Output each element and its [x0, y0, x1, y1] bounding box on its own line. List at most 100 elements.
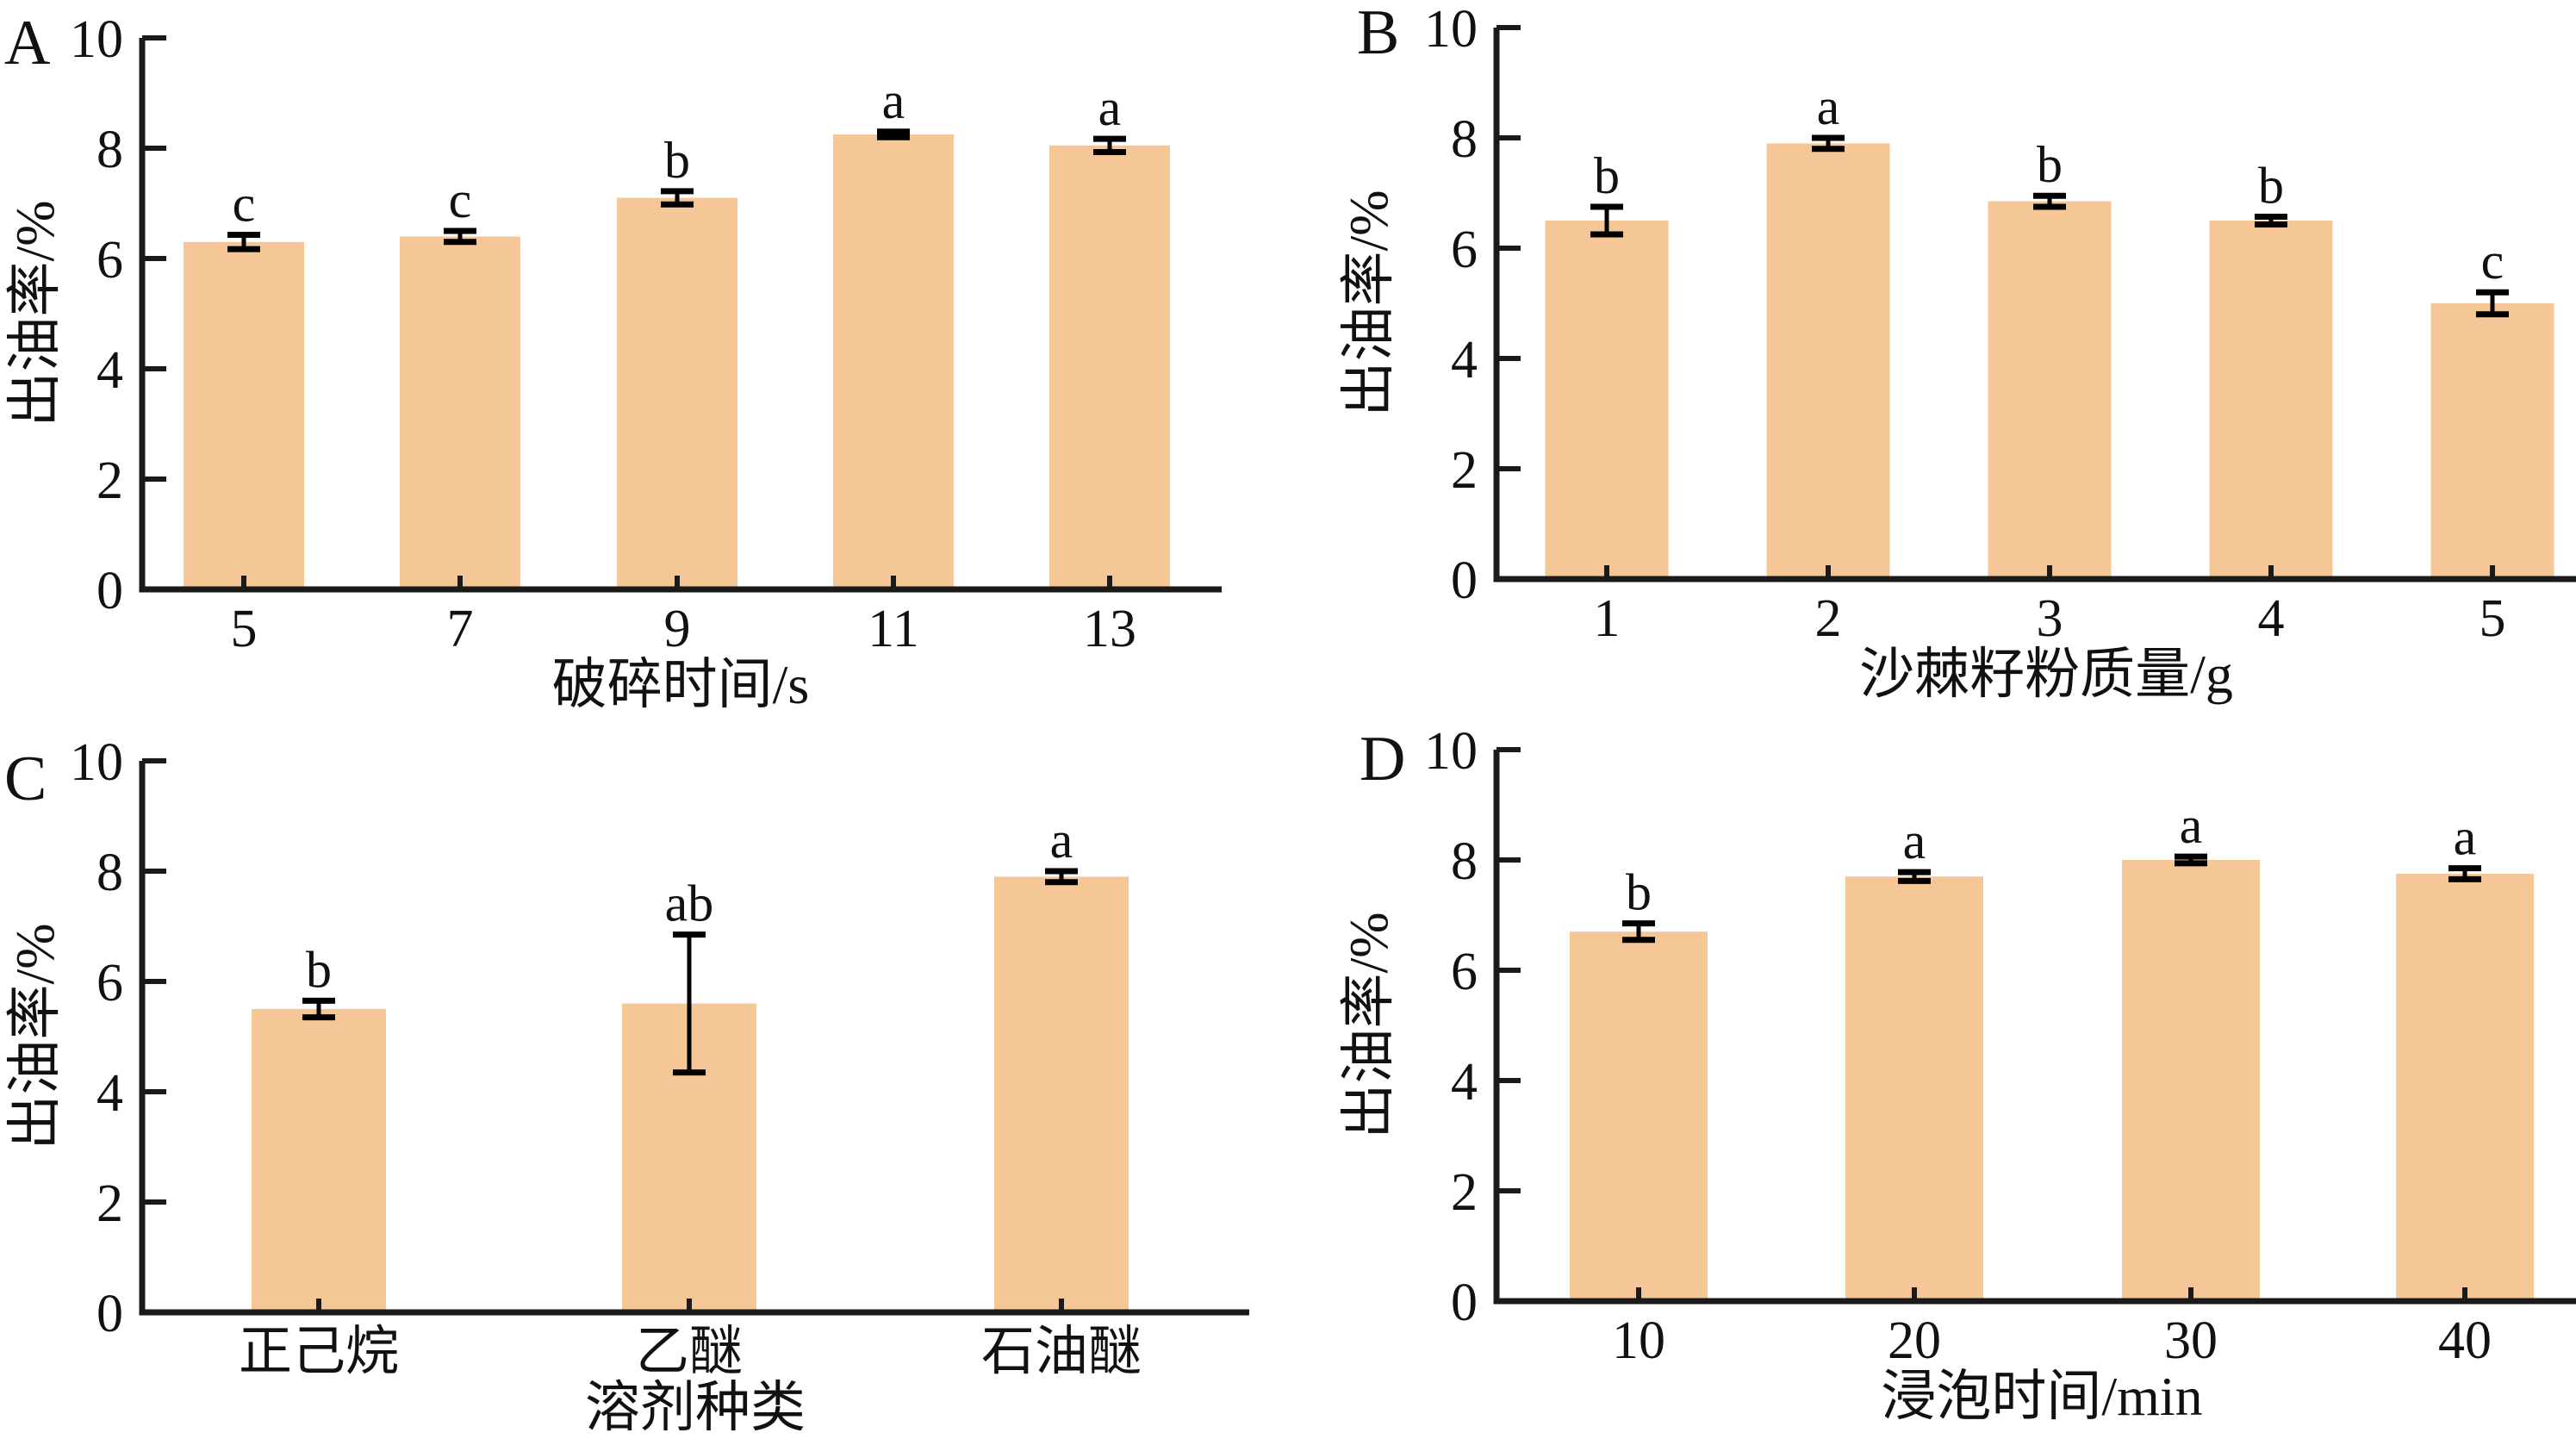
panel-C-x-label-石油醚: 石油醚 — [981, 1323, 1142, 1381]
panel-B-y-label-0: 0 — [1451, 551, 1478, 610]
panel-A-y-axis-title: 出油率/% — [4, 200, 65, 427]
panel-B-bar-4 — [2209, 221, 2333, 579]
panel-B-bar-3 — [1988, 201, 2112, 579]
panel-A-sig-letter-11: a — [882, 72, 905, 129]
panel-D-x-label-10: 10 — [1612, 1311, 1665, 1370]
panel-D-sig-letter-30: a — [2180, 797, 2203, 854]
panel-B-bar-2 — [1766, 143, 1890, 579]
panel-A-x-label-13: 13 — [1083, 600, 1136, 658]
panel-A: 0 2 4 6 8 10 5 7 9 11 13 c c b a a 破碎时间/s 出油率/% A — [4, 8, 1222, 715]
panel-B-sig-letter-4: b — [2258, 158, 2284, 215]
panel-A-sig-letter-9: b — [664, 132, 690, 189]
panel-C-errorbar-石油醚 — [1045, 868, 1078, 886]
panel-B-bar-5 — [2430, 303, 2554, 579]
panel-D-y-axis-title: 出油率/% — [1338, 912, 1399, 1138]
panel-B-x-label-4: 4 — [2258, 589, 2285, 648]
panel-A-errorbar-5 — [227, 231, 260, 252]
panel-B-x-label-2: 2 — [1815, 589, 1842, 648]
panel-C-y-label-8: 8 — [96, 844, 123, 902]
panel-D-bar-20 — [1845, 876, 1983, 1301]
panel-B-errorbar-5 — [2476, 289, 2509, 318]
panel-B-x-axis-title: 沙棘籽粉质量/g — [1859, 644, 2233, 705]
panel-D-errorbar-30 — [2175, 853, 2207, 867]
panel-D-errorbar-10 — [1622, 920, 1655, 944]
panel-C-y-axis-title: 出油率/% — [4, 923, 65, 1149]
panel-B-y-label-2: 2 — [1451, 441, 1478, 500]
panel-B-sig-letter-5: c — [2481, 233, 2504, 290]
panel-D-y-label-8: 8 — [1451, 832, 1478, 891]
panel-B-y-label-10: 10 — [1424, 0, 1478, 59]
panel-C-y-label-10: 10 — [70, 733, 123, 792]
panel-A-x-axis-title: 破碎时间/s — [552, 654, 810, 715]
panel-A-y-label-6: 6 — [96, 231, 123, 290]
panel-C-x-label-正己烷: 正己烷 — [239, 1323, 399, 1381]
panel-A-bar-13 — [1049, 145, 1170, 590]
panel-C-bar-正己烷 — [252, 1009, 386, 1312]
panel-A-bar-11 — [833, 134, 954, 589]
panel-A-bar-9 — [617, 197, 737, 589]
panel-B-letter: B — [1357, 0, 1399, 68]
panel-D-y-label-4: 4 — [1451, 1053, 1478, 1112]
panel-A-errorbar-13 — [1093, 135, 1126, 155]
panel-B-y-label-4: 4 — [1451, 331, 1478, 389]
panel-B-errorbar-1 — [1590, 203, 1623, 238]
panel-B-y-label-8: 8 — [1451, 110, 1478, 169]
panel-D-sig-letter-10: b — [1626, 864, 1652, 921]
panel-A-y-label-2: 2 — [96, 452, 123, 510]
panel-C-bar-石油醚 — [994, 876, 1129, 1312]
panel-A-x-label-9: 9 — [664, 600, 691, 658]
panel-B-x-label-3: 3 — [2037, 589, 2063, 648]
panel-A-sig-letter-5: c — [233, 175, 256, 232]
panel-A-bar-7 — [400, 236, 520, 589]
panel-C-y-label-0: 0 — [96, 1285, 123, 1343]
panel-D-y-label-6: 6 — [1451, 943, 1478, 1001]
panel-C-sig-letter-正己烷: b — [306, 941, 332, 998]
panel-B-bar-1 — [1545, 221, 1669, 579]
panel-D-x-axis-title: 浸泡时间/min — [1881, 1366, 2202, 1427]
panel-D-letter: D — [1360, 724, 1405, 794]
panel-B-errorbar-4 — [2255, 214, 2287, 227]
panel-B-x-label-1: 1 — [1594, 589, 1621, 648]
panel-C-x-label-乙醚: 乙醚 — [636, 1323, 743, 1381]
panel-B-sig-letter-3: b — [2037, 136, 2063, 193]
panel-D: 0 2 4 6 8 10 10 20 30 40 b a a a 浸泡时间/min 出油率/% D — [1338, 722, 2576, 1427]
panel-C: 0 2 4 6 8 10 正己烷 乙醚 石油醚 b ab a 溶剂种类 出油率/% C — [4, 733, 1249, 1438]
panel-B-sig-letter-2: a — [1817, 78, 1840, 135]
panel-D-y-label-0: 0 — [1451, 1274, 1478, 1332]
panel-A-letter: A — [4, 8, 50, 78]
panel-B-sig-letter-1: b — [1594, 147, 1620, 204]
panel-C-errorbar-正己烷 — [302, 997, 335, 1021]
panel-A-sig-letter-7: c — [449, 171, 472, 228]
panel-A-errorbar-7 — [444, 227, 476, 246]
panel-A-y-label-0: 0 — [96, 562, 123, 620]
panel-A-x-label-7: 7 — [447, 600, 474, 658]
panel-D-x-label-30: 30 — [2164, 1311, 2218, 1370]
panel-D-bar-10 — [1570, 931, 1708, 1301]
panel-A-y-label-4: 4 — [96, 341, 123, 400]
panel-D-sig-letter-20: a — [1903, 813, 1926, 869]
panel-A-y-label-8: 8 — [96, 121, 123, 179]
panel-A-sig-letter-13: a — [1098, 79, 1122, 136]
panel-A-bar-5 — [184, 241, 304, 589]
panel-D-bar-30 — [2122, 860, 2260, 1301]
panel-B-x-label-5: 5 — [2480, 589, 2506, 648]
panel-A-errorbar-9 — [661, 188, 694, 208]
panel-C-y-label-6: 6 — [96, 954, 123, 1012]
panel-B-errorbar-3 — [2033, 192, 2066, 210]
panel-D-errorbar-40 — [2448, 865, 2481, 882]
panel-B-y-axis-title: 出油率/% — [1338, 190, 1399, 416]
panel-D-x-label-40: 40 — [2438, 1311, 2492, 1370]
panel-D-x-label-20: 20 — [1888, 1311, 1941, 1370]
panel-D-y-label-10: 10 — [1424, 722, 1478, 781]
panel-A-errorbar-11 — [877, 128, 910, 140]
panel-C-sig-letter-石油醚: a — [1050, 812, 1073, 869]
panel-C-sig-letter-乙醚: ab — [665, 875, 714, 932]
panel-C-y-label-2: 2 — [96, 1174, 123, 1233]
panel-C-letter: C — [4, 744, 47, 814]
panel-D-bar-40 — [2396, 874, 2534, 1301]
panel-A-x-label-11: 11 — [868, 600, 919, 658]
panel-A-y-label-10: 10 — [70, 10, 123, 69]
